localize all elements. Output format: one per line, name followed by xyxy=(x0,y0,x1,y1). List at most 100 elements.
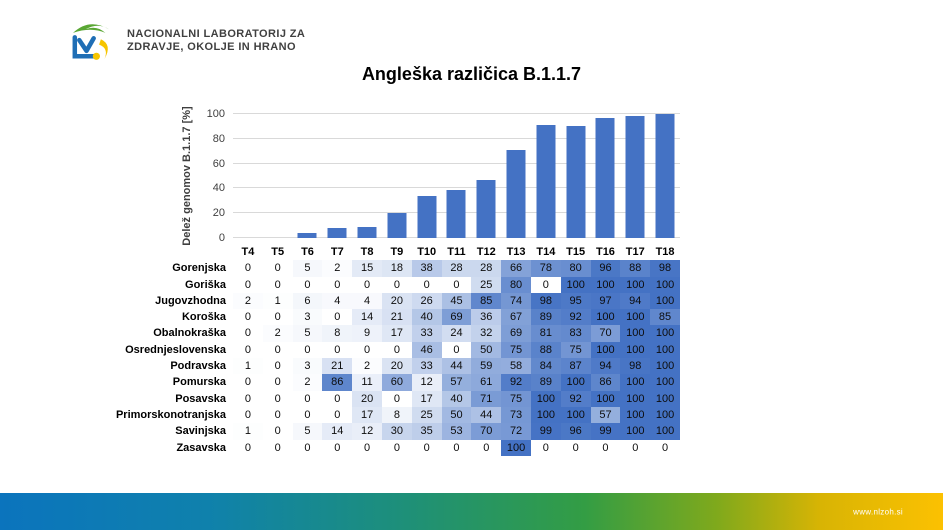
table-cell: 0 xyxy=(262,358,293,375)
table-cell: 0 xyxy=(441,341,472,359)
bar-T16 xyxy=(595,117,615,238)
bar-T9 xyxy=(387,213,407,238)
table-cell: 66 xyxy=(501,260,531,277)
bar-T7 xyxy=(327,228,347,238)
table-cell: 84 xyxy=(530,358,561,375)
row-label-primorskonotranjska: Primorskonotranjska xyxy=(115,408,226,421)
table-cell: 99 xyxy=(590,423,621,440)
table-cell: 0 xyxy=(590,439,621,456)
bar-series xyxy=(233,114,680,238)
table-cell: 97 xyxy=(590,292,621,310)
table-cell: 45 xyxy=(441,292,472,310)
chart-title: Angleška različica B.1.1.7 xyxy=(361,64,582,84)
gridline-80 xyxy=(233,137,680,139)
y-axis-title: Delež genomov B.1.1.7 [%] xyxy=(181,106,193,246)
table-cell: 0 xyxy=(262,309,293,326)
table-cell: 92 xyxy=(560,309,591,326)
column-header-T16: T16 xyxy=(595,246,615,258)
table-cell: 100 xyxy=(590,276,621,293)
table-cell: 0 xyxy=(471,439,502,456)
table-cell: 0 xyxy=(381,390,412,407)
bar-slot-T8 xyxy=(352,114,382,238)
table-cell: 20 xyxy=(352,390,382,407)
table-cell: 0 xyxy=(233,341,263,359)
table-cell: 100 xyxy=(620,390,651,407)
table-cell: 61 xyxy=(471,374,502,391)
bar-slot-T6 xyxy=(293,114,323,238)
bar-T12 xyxy=(476,179,496,238)
table-cell: 0 xyxy=(352,276,382,293)
column-header-T10: T10 xyxy=(417,246,437,258)
row-label-podravska: Podravska xyxy=(170,360,226,373)
table-cell: 100 xyxy=(650,390,680,407)
column-header-T4: T4 xyxy=(241,246,255,258)
table-cell: 0 xyxy=(292,341,323,359)
y-tick-label-20: 20 xyxy=(212,207,225,220)
table-cell: 17 xyxy=(381,325,412,342)
table-cell: 100 xyxy=(620,374,651,391)
table-cell: 0 xyxy=(530,439,561,456)
table-cell: 88 xyxy=(620,260,651,277)
table-cell: 17 xyxy=(352,406,382,424)
table-cell: 67 xyxy=(501,309,531,326)
table-cell: 50 xyxy=(441,406,472,424)
table-cell: 21 xyxy=(381,309,412,326)
table-cell: 30 xyxy=(381,423,412,440)
gridline-100 xyxy=(233,113,680,114)
nlzoh-logo-text: NACIONALNI LABORATORIJ ZA ZDRAVJE, OKOLJ… xyxy=(127,28,305,54)
table-cell: 33 xyxy=(411,325,442,342)
bar-T10 xyxy=(417,195,437,238)
table-cell: 0 xyxy=(233,309,263,326)
table-cell: 21 xyxy=(322,358,353,375)
table-cell: 100 xyxy=(650,374,680,391)
bar-T13 xyxy=(506,149,526,238)
table-cell: 40 xyxy=(441,390,472,407)
table-cell: 89 xyxy=(530,374,561,391)
column-header-T17: T17 xyxy=(625,246,645,258)
table-cell: 0 xyxy=(381,341,412,359)
table-cell: 0 xyxy=(233,325,263,342)
table-cell: 28 xyxy=(441,260,472,277)
column-header-T14: T14 xyxy=(536,246,556,258)
table-cell: 0 xyxy=(262,260,293,277)
table-cell: 3 xyxy=(292,358,323,375)
table-cell: 58 xyxy=(501,358,531,375)
table-cell: 100 xyxy=(620,341,651,359)
table-cell: 70 xyxy=(471,423,502,440)
table-cell: 0 xyxy=(441,276,472,293)
table-cell: 0 xyxy=(262,423,293,440)
column-header-T11: T11 xyxy=(447,246,466,258)
table-cell: 57 xyxy=(441,374,472,391)
table-cell: 100 xyxy=(560,406,591,424)
table-cell: 36 xyxy=(471,309,502,326)
table-cell: 20 xyxy=(381,292,412,310)
table-cell: 0 xyxy=(233,276,263,293)
table-cell: 100 xyxy=(650,292,680,310)
table-cell: 4 xyxy=(352,292,382,310)
table-cell: 98 xyxy=(650,260,680,277)
bar-slot-T17 xyxy=(620,114,650,238)
table-cell: 5 xyxy=(292,325,323,342)
table-cell: 0 xyxy=(292,439,323,456)
table-cell: 44 xyxy=(441,358,472,375)
table-cell: 57 xyxy=(590,406,621,424)
table-cell: 80 xyxy=(560,260,591,277)
table-cell: 100 xyxy=(620,406,651,424)
table-cell: 0 xyxy=(233,260,263,277)
table-cell: 100 xyxy=(560,276,591,293)
table-cell: 2 xyxy=(233,292,263,310)
table-cell: 6 xyxy=(292,292,323,310)
row-label-savinjska: Savinjska xyxy=(175,425,226,438)
table-cell: 75 xyxy=(560,341,591,359)
table-cell: 100 xyxy=(590,309,621,326)
logo-line-1: NACIONALNI LABORATORIJ ZA xyxy=(127,28,306,40)
column-header-T12: T12 xyxy=(476,246,496,258)
column-header-T8: T8 xyxy=(360,246,374,258)
table-cell: 92 xyxy=(560,390,591,407)
bar-slot-T4 xyxy=(233,114,263,238)
table-cell: 88 xyxy=(530,341,561,359)
table-cell: 0 xyxy=(322,439,353,456)
column-header-T15: T15 xyxy=(566,246,586,258)
table-cell: 40 xyxy=(411,309,442,326)
